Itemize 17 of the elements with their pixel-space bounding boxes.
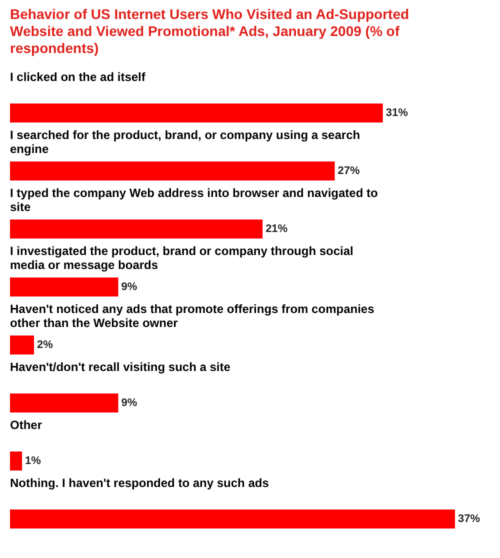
data-label: 31% [386, 107, 408, 119]
chart-title: Behavior of US Internet Users Who Visited an Ad-Supported Website and Viewed Promotional* Ads, January 2009 (% of respondents) [10, 6, 410, 56]
y-tick-label: Haven't noticed any ads that promote offerings from companies other than the Website owner [10, 302, 375, 330]
y-tick-label: I typed the company Web address into browser and navigated to site [10, 186, 378, 214]
data-label: 37% [458, 513, 480, 525]
y-tick-label: I searched for the product, brand, or company using a search engine [10, 128, 360, 156]
data-label: 1% [25, 455, 42, 467]
data-label: 27% [338, 165, 360, 177]
data-label: 2% [37, 339, 54, 351]
data-label: 21% [266, 223, 288, 235]
data-label: 9% [121, 397, 138, 409]
y-tick-label: I investigated the product, brand or company through social media or message boards [10, 244, 354, 272]
y-tick-label: Haven't/don't recall visiting such a site [10, 360, 231, 374]
y-tick-label: Nothing. I haven't responded to any such ads [10, 476, 270, 490]
data-label: 9% [121, 281, 138, 293]
y-tick-label: Other [10, 418, 42, 432]
y-tick-label: I clicked on the ad itself [10, 70, 146, 84]
